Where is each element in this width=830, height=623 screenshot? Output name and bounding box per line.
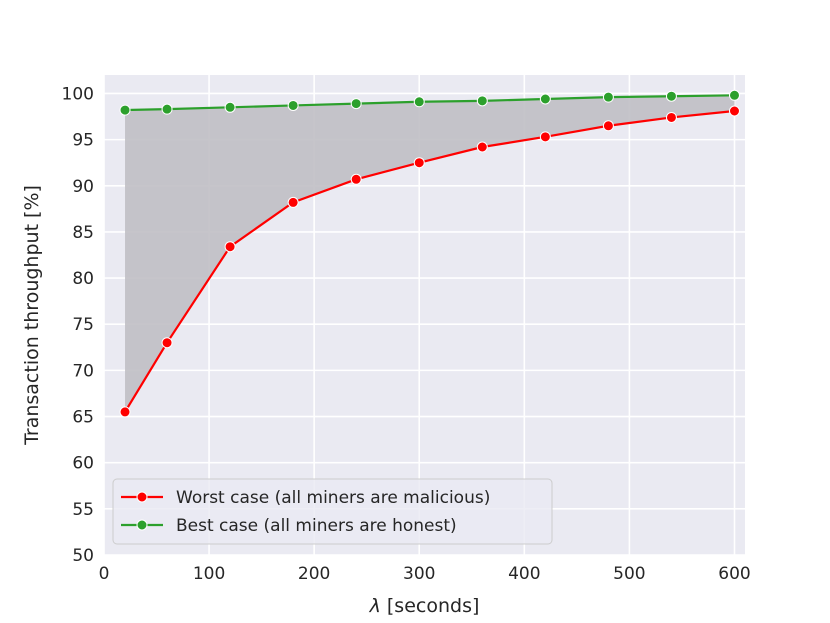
- data-point: [539, 131, 551, 143]
- legend-entry: Worst case (all miners are malicious): [121, 488, 490, 508]
- legend: Worst case (all miners are malicious) Bes…: [112, 478, 553, 545]
- data-point: [476, 95, 488, 107]
- data-point: [161, 103, 173, 115]
- legend-label: Worst case (all miners are malicious): [176, 488, 490, 508]
- x-tick-label: 300: [403, 564, 435, 584]
- x-tick-label: 0: [99, 564, 110, 584]
- data-point: [602, 120, 614, 132]
- fill-between-area: [125, 95, 735, 412]
- y-tick-label: 50: [72, 546, 94, 566]
- data-point: [287, 99, 299, 111]
- data-point: [539, 93, 551, 105]
- data-point: [350, 173, 362, 185]
- x-tick-label: 100: [193, 564, 225, 584]
- data-point: [413, 157, 425, 169]
- y-tick-label: 80: [72, 269, 94, 289]
- data-point: [665, 111, 677, 123]
- series-group: [119, 89, 740, 418]
- y-tick-label: 65: [72, 408, 94, 428]
- data-point: [224, 241, 236, 253]
- x-axis-label: λ [seconds]: [369, 595, 480, 617]
- y-tick-label: 85: [72, 223, 94, 243]
- data-point: [350, 98, 362, 110]
- data-point: [119, 406, 131, 418]
- data-point: [224, 101, 236, 113]
- series-best-case: [119, 89, 740, 116]
- data-point: [728, 89, 740, 101]
- x-tick-label: 200: [298, 564, 330, 584]
- y-tick-label: 75: [72, 315, 94, 335]
- data-point: [728, 105, 740, 117]
- y-tick-label: 55: [72, 500, 94, 520]
- y-axis-label: Transaction throughput [%]: [21, 185, 43, 446]
- x-tick-label: 600: [718, 564, 750, 584]
- legend-marker: [136, 491, 148, 503]
- y-tick-label: 90: [72, 177, 94, 197]
- data-point: [161, 337, 173, 349]
- legend-label: Best case (all miners are honest): [176, 516, 457, 536]
- data-point: [665, 90, 677, 102]
- data-point: [119, 104, 131, 116]
- data-point: [287, 196, 299, 208]
- legend-box: [112, 478, 553, 545]
- x-tick-label: 400: [508, 564, 540, 584]
- y-tick-label: 70: [72, 361, 94, 381]
- legend-entry: Best case (all miners are honest): [121, 516, 457, 536]
- x-axis-ticks: 0 100 200 300 400 500 600: [99, 564, 751, 584]
- data-point: [413, 96, 425, 108]
- data-point: [476, 141, 488, 153]
- x-tick-label: 500: [613, 564, 645, 584]
- y-tick-label: 100: [62, 84, 94, 104]
- y-axis-ticks: 50 55 60 65 70 75 80 85 90 95 100: [62, 84, 94, 566]
- data-point: [602, 91, 614, 103]
- y-tick-label: 95: [72, 131, 94, 151]
- legend-marker: [136, 519, 148, 531]
- series-worst-case: [119, 105, 740, 418]
- fill-region: [125, 95, 735, 412]
- y-tick-label: 60: [72, 454, 94, 474]
